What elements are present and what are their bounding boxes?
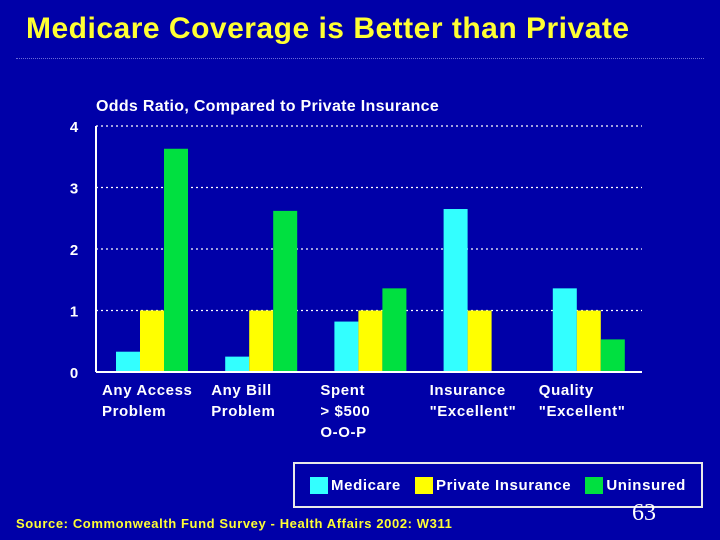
legend-label-medicare: Medicare (331, 476, 401, 494)
y-tick-label: 3 (70, 181, 78, 198)
page-number: 63 (632, 500, 656, 526)
bar-uninsured (382, 288, 407, 372)
bar-uninsured (273, 210, 298, 372)
legend-label-uninsured: Uninsured (606, 476, 686, 494)
bar-private (140, 310, 164, 372)
x-category-label: "Excellent" (430, 403, 517, 420)
bar-private (358, 310, 383, 372)
legend-swatch-private (414, 476, 433, 494)
legend-item-private: Private Insurance (414, 476, 572, 494)
x-category-label: Quality (539, 382, 594, 399)
bar-medicare (225, 356, 250, 372)
slide-title: Medicare Coverage is Better than Private (26, 12, 630, 45)
x-category-label: Spent (320, 382, 365, 399)
bar-medicare (116, 351, 140, 372)
title-divider (16, 58, 704, 59)
legend-swatch-medicare (310, 476, 329, 494)
bar-uninsured (600, 339, 625, 372)
x-category-label: Problem (211, 403, 275, 420)
x-category-label: Any Access (102, 382, 193, 399)
x-category-label: Any Bill (211, 382, 272, 399)
chart-legend: Medicare Private Insurance Uninsured (293, 462, 703, 508)
bar-uninsured (164, 148, 188, 372)
legend-item-uninsured: Uninsured (585, 476, 686, 494)
bar-medicare (334, 321, 359, 372)
source-citation: Source: Commonwealth Fund Survey - Healt… (16, 516, 453, 531)
legend-swatch-uninsured (585, 476, 604, 494)
x-category-label: O-O-P (320, 424, 366, 441)
bar-private (249, 310, 274, 372)
chart-title: Odds Ratio, Compared to Private Insuranc… (96, 98, 439, 115)
x-category-label: Insurance (430, 382, 506, 399)
x-category-label: "Excellent" (539, 403, 626, 420)
y-tick-label: 2 (70, 242, 78, 259)
bar-medicare (443, 209, 468, 372)
x-category-label: Problem (102, 403, 166, 420)
bar-private (576, 310, 601, 372)
y-tick-label: 1 (70, 304, 78, 321)
legend-item-medicare: Medicare (310, 476, 401, 494)
bar-private (467, 310, 492, 372)
y-tick-label: 4 (70, 119, 79, 136)
legend-label-private: Private Insurance (435, 476, 572, 494)
y-tick-label: 0 (70, 365, 78, 382)
bar-medicare (552, 288, 577, 372)
x-category-label: > $500 (320, 403, 370, 420)
